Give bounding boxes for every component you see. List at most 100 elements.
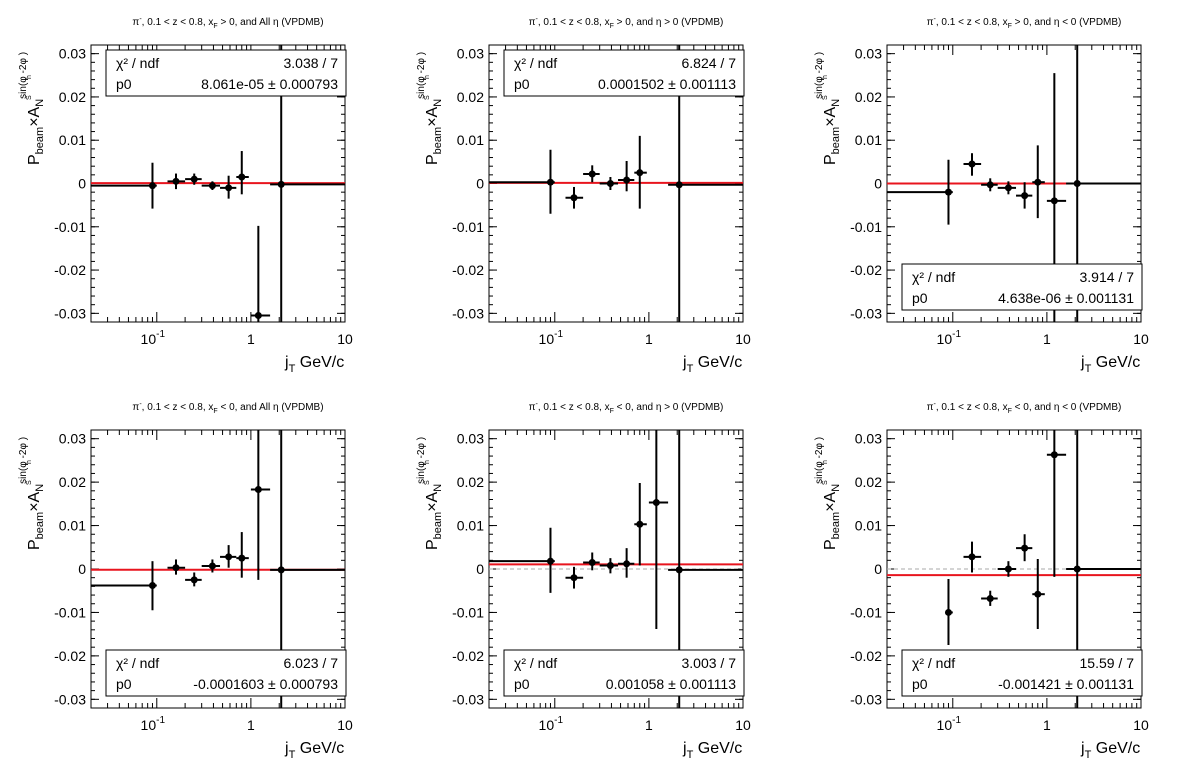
x-axis-label: jT GeV/c (682, 354, 742, 375)
y-axis-label: Pbeam×ANsin(φ -2φ ) (18, 437, 46, 550)
x-tick-label: 10-1 (141, 329, 166, 347)
data-point (963, 541, 982, 573)
point-marker (588, 170, 596, 178)
y-axis-label: Pbeam×ANsin(φ -2φ ) (416, 437, 444, 550)
y-tick-label: 0.01 (855, 518, 882, 534)
data-point (887, 159, 953, 225)
y-axis-label: Pbeam×ANsin(φ -2φ ) (814, 437, 842, 550)
point-marker (277, 180, 285, 188)
data-point (981, 590, 998, 606)
y-axis-label-sub-h: h (822, 460, 829, 464)
point-marker (1050, 451, 1058, 459)
point-marker (190, 175, 198, 183)
stats-box: χ² / ndf 6.824 / 7 p0 0.0001502 ± 0.001113 (503, 49, 745, 97)
y-tick-label: -0.01 (452, 219, 484, 235)
data-point (618, 160, 635, 192)
y-axis-label-sub-h: h (424, 75, 431, 79)
point-marker (172, 564, 180, 572)
point-marker (623, 176, 631, 184)
data-point (91, 561, 157, 611)
stats-p0-value: 0.001058 ± 0.001113 (606, 676, 736, 692)
x-tick-label: 1 (645, 717, 653, 733)
point-marker (1004, 184, 1012, 192)
y-tick-label: 0.01 (59, 518, 86, 534)
data-point (220, 545, 237, 568)
point-marker (172, 177, 180, 185)
point-marker (1073, 565, 1081, 573)
data-point (997, 181, 1017, 195)
data-point (1016, 534, 1033, 562)
stats-box: χ² / ndf 3.003 / 7 p0 0.001058 ± 0.001113 (503, 649, 745, 697)
x-tick-label: 10 (1133, 331, 1149, 347)
stats-p0-label: p0 (514, 676, 530, 692)
point-marker (238, 554, 246, 562)
point-marker (546, 557, 554, 565)
data-point (489, 149, 555, 214)
panel-title: π-, 0.1 < z < 0.8, xF > 0, and η > 0 (VP… (529, 16, 724, 30)
point-marker (1004, 565, 1012, 573)
x-tick-label: 10 (735, 331, 751, 347)
y-tick-label: -0.03 (54, 305, 86, 321)
point-marker (1021, 192, 1029, 200)
y-tick-label: -0.01 (850, 604, 882, 620)
x-tick-label: 1 (247, 331, 255, 347)
y-axis-label-sub-h: h (26, 75, 33, 79)
y-tick-label: 0.03 (855, 46, 882, 62)
point-marker (225, 553, 233, 561)
y-tick-label: 0 (78, 176, 86, 192)
x-tick-label: 10 (735, 717, 751, 733)
y-tick-label: 0.01 (59, 132, 86, 148)
stats-box: χ² / ndf 3.038 / 7 p0 8.061e-05 ± 0.000793 (105, 49, 347, 97)
panel-4: π-, 0.1 < z < 0.8, xF < 0, and All η (VP… (18, 401, 353, 761)
stats-chi2-value: 6.023 / 7 (284, 655, 339, 671)
x-axis-label: jT GeV/c (682, 740, 742, 761)
y-tick-label: 0.01 (457, 132, 484, 148)
data-point (634, 135, 647, 209)
x-tick-label: 1 (247, 717, 255, 733)
y-axis-label-sub-h: h (822, 75, 829, 79)
y-tick-label: 0.03 (59, 431, 86, 447)
x-tick-label: 1 (1043, 331, 1051, 347)
y-tick-label: -0.02 (54, 262, 86, 278)
y-tick-label: 0.03 (457, 431, 484, 447)
stats-chi2-label: χ² / ndf (514, 55, 557, 71)
stats-p0-label: p0 (912, 290, 928, 306)
y-tick-label: -0.03 (850, 691, 882, 707)
data-point (250, 225, 271, 322)
stats-chi2-value: 3.914 / 7 (1080, 269, 1135, 285)
stats-box-frame (901, 649, 1143, 697)
y-tick-label: -0.02 (452, 648, 484, 664)
data-point (565, 186, 584, 209)
point-marker (254, 312, 262, 320)
x-tick-label: 10-1 (141, 715, 166, 733)
y-tick-label: -0.01 (54, 604, 86, 620)
stats-box: χ² / ndf 3.914 / 7 p0 4.638e-06 ± 0.001131 (901, 263, 1143, 311)
y-axis-label-sub-s: S (26, 95, 33, 100)
data-point (648, 430, 669, 629)
x-axis-label: jT GeV/c (284, 354, 344, 375)
data-point (91, 162, 157, 209)
data-point (185, 572, 202, 587)
x-axis-label: jT GeV/c (1080, 354, 1140, 375)
y-tick-label: -0.03 (452, 691, 484, 707)
stats-p0-value: -0.001421 ± 0.001131 (998, 676, 1134, 692)
data-point (963, 153, 982, 176)
y-tick-label: 0.03 (457, 46, 484, 62)
y-axis-label-sub-h: h (424, 460, 431, 464)
panel-title: π-, 0.1 < z < 0.8, xF > 0, and η < 0 (VP… (927, 16, 1122, 30)
point-marker (1050, 197, 1058, 205)
stats-box-frame (503, 649, 745, 697)
stats-p0-label: p0 (912, 676, 928, 692)
point-marker (944, 608, 952, 616)
data-point (1032, 559, 1045, 629)
stats-p0-label: p0 (116, 76, 132, 92)
data-point (201, 559, 221, 573)
x-tick-label: 10 (337, 331, 353, 347)
panel-title: π-, 0.1 < z < 0.8, xF < 0, and η < 0 (VP… (927, 401, 1122, 415)
x-tick-label: 10 (1133, 717, 1149, 733)
y-tick-label: 0 (476, 176, 484, 192)
y-tick-label: 0 (874, 176, 882, 192)
y-tick-label: 0.01 (457, 518, 484, 534)
y-tick-label: 0.02 (855, 89, 882, 105)
